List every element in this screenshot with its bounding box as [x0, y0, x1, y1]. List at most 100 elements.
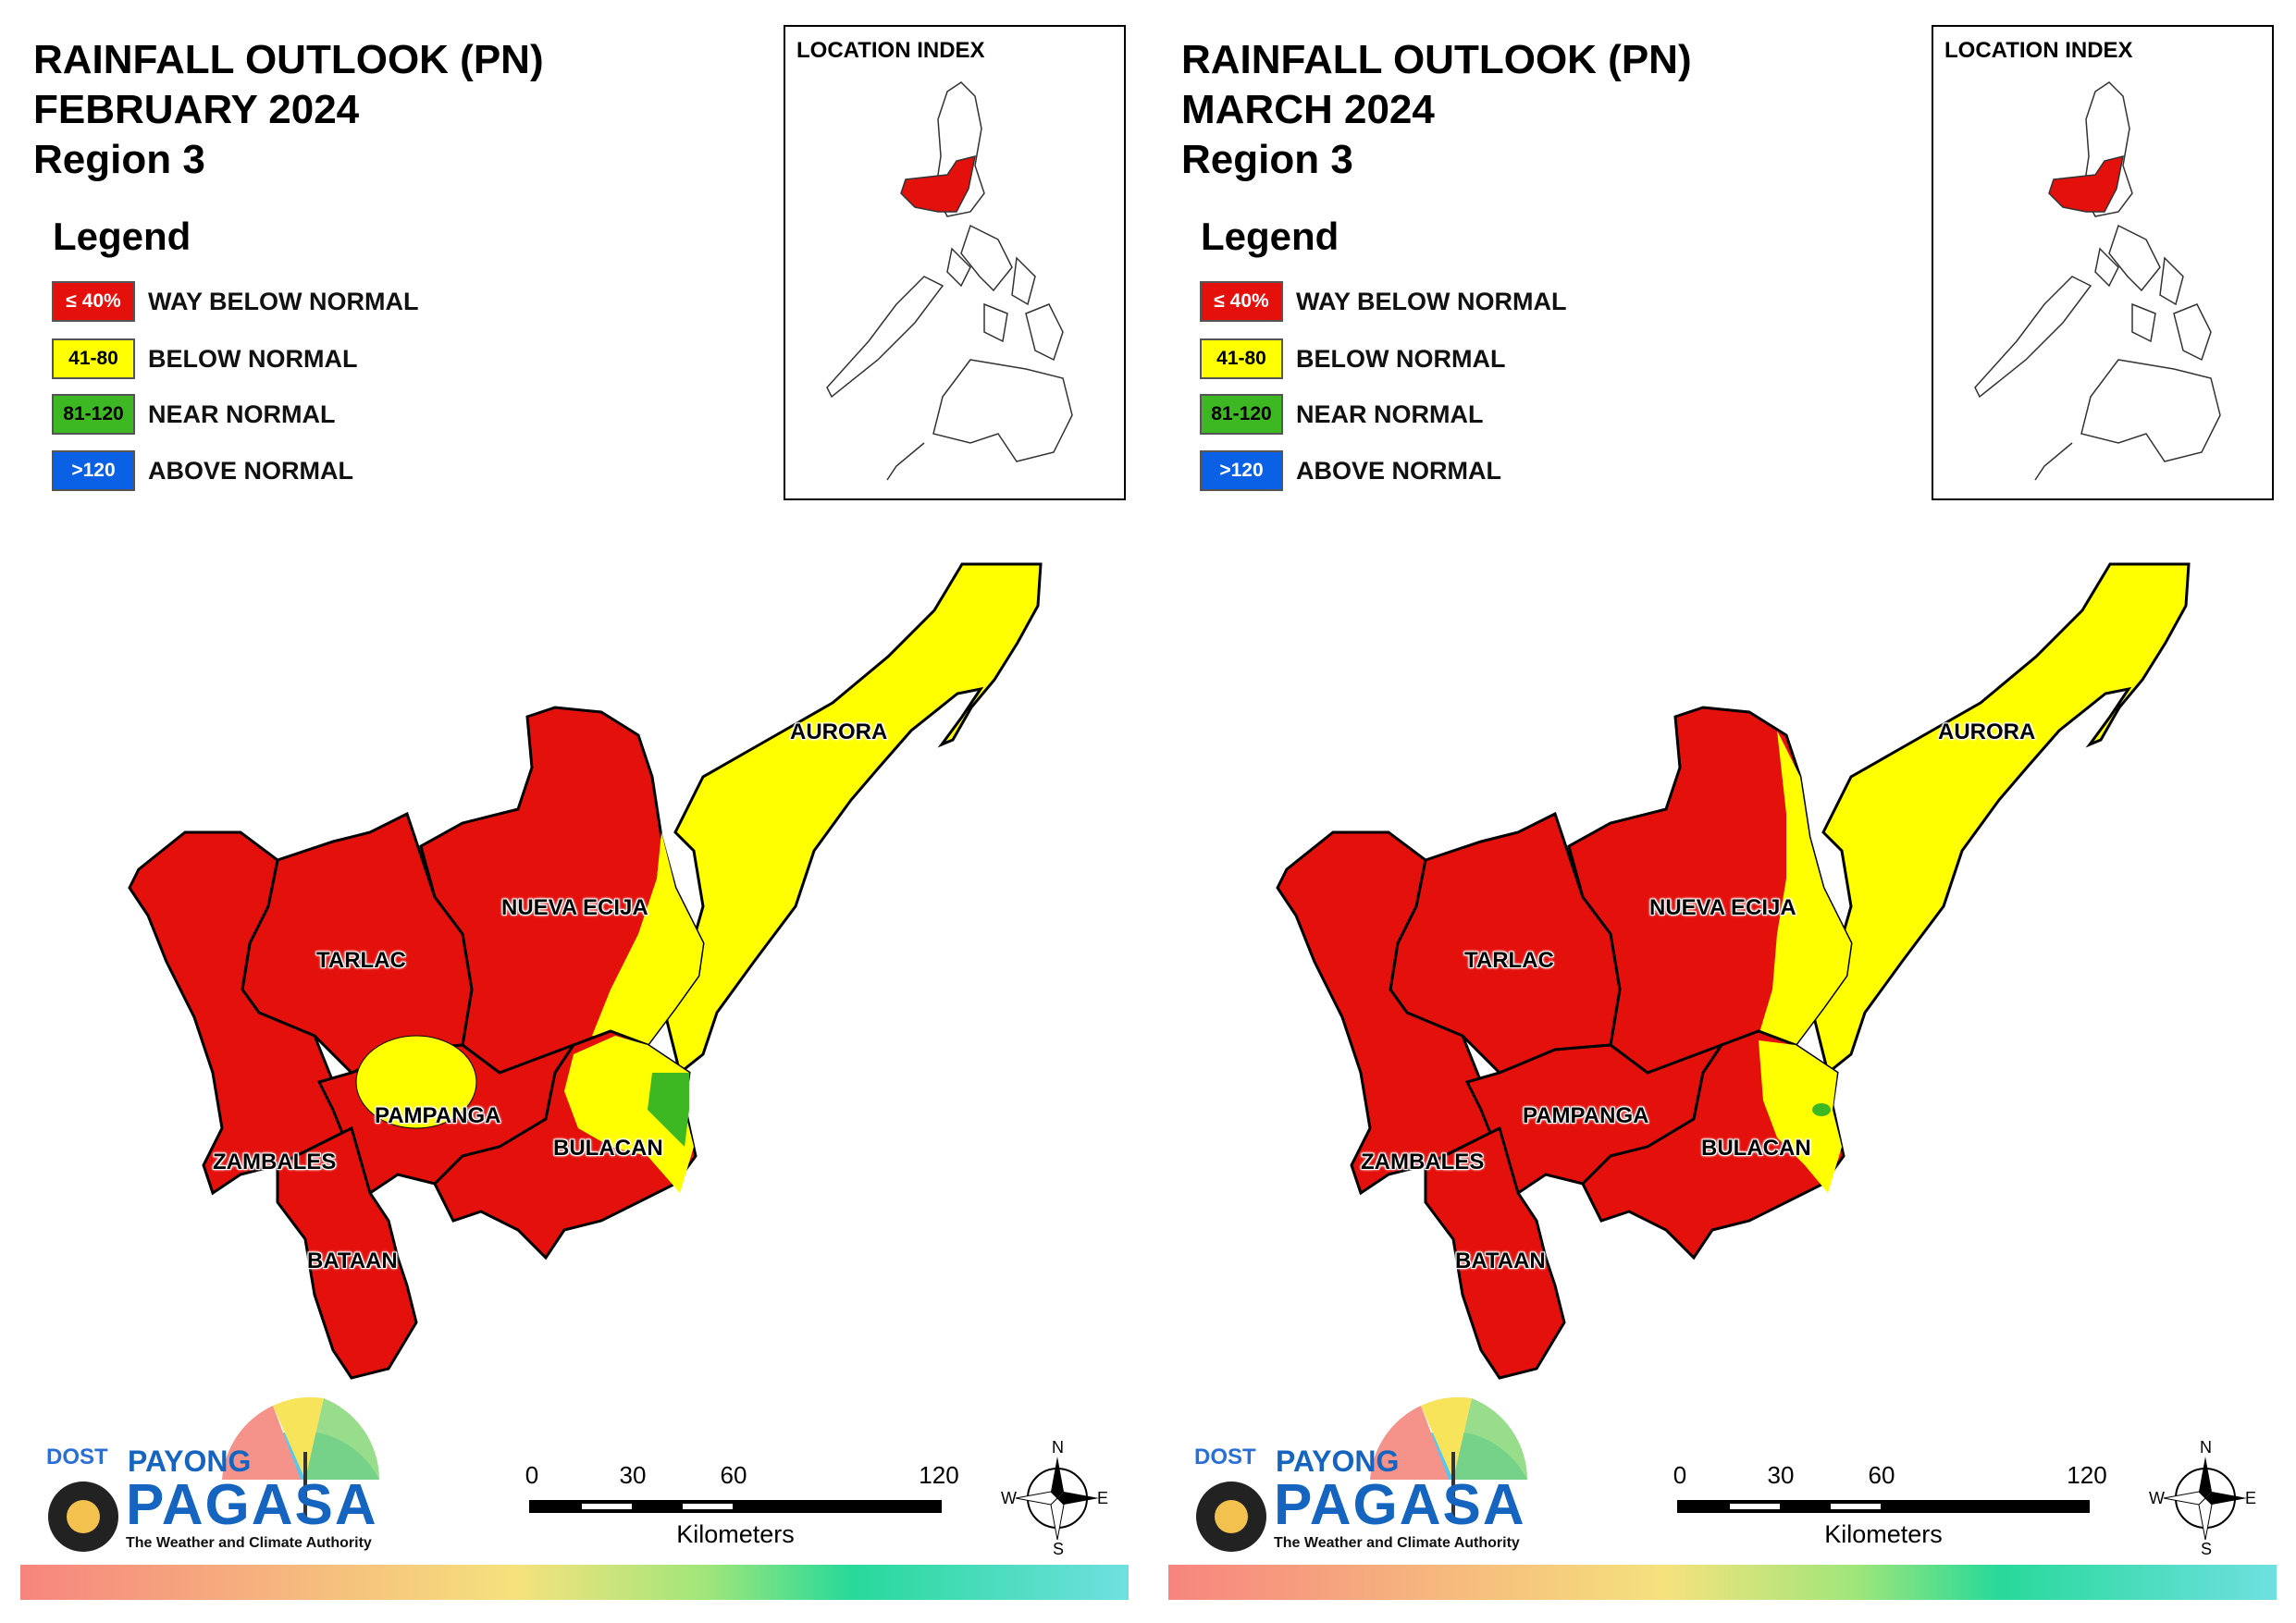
map-title: RAINFALL OUTLOOK (PN) FEBRUARY 2024 Regi…: [33, 35, 544, 185]
title-line-2: MARCH 2024: [1181, 87, 1435, 132]
legend-label: BELOW NORMAL: [148, 344, 358, 373]
compass-n: N: [2200, 1438, 2212, 1457]
label-nueva-ecija: NUEVA ECIJA: [1649, 895, 1796, 920]
province-bataan: [1424, 1125, 1566, 1380]
legend-item-near-normal: 81-120 NEAR NORMAL: [52, 394, 336, 435]
logo-payong: PAYONG: [128, 1445, 252, 1478]
legend-label: NEAR NORMAL: [148, 400, 336, 428]
payong-pagasa-logo: DOST PAYONG PAGASA The Weather and Clima…: [28, 1387, 398, 1572]
legend-item-way-below-normal: ≤ 40% WAY BELOW NORMAL: [1200, 281, 1567, 322]
logo-pagasa: PAGASA: [126, 1473, 378, 1537]
compass-s: S: [2201, 1540, 2213, 1558]
scale-bar: 0 30 60 120 Kilometers: [518, 1461, 981, 1554]
region-3-map: [128, 562, 1043, 1380]
color-gradient-bar: [1168, 1565, 2277, 1600]
nueva-ecija-below-normal-zone: [1759, 731, 1851, 1045]
label-pampanga: PAMPANGA: [1523, 1103, 1649, 1128]
scale-tick-0: 0: [525, 1461, 539, 1489]
title-line-1: RAINFALL OUTLOOK (PN): [1181, 37, 1692, 82]
payong-pagasa-logo: DOST PAYONG PAGASA The Weather and Clima…: [1176, 1387, 1546, 1572]
compass-n: N: [1052, 1438, 1064, 1457]
scale-unit: Kilometers: [1824, 1520, 1943, 1548]
compass-rose-icon: N S E W: [1001, 1438, 1109, 1558]
compass-e: E: [2245, 1489, 2257, 1507]
province-bataan: [276, 1125, 418, 1380]
label-aurora: AURORA: [1938, 719, 2036, 744]
province-aurora: [1812, 562, 2191, 1076]
label-zambales: ZAMBALES: [1361, 1150, 1485, 1174]
inset-title: LOCATION INDEX: [1944, 38, 2133, 63]
scale-tick-120: 120: [2067, 1461, 2107, 1489]
bulacan-below-normal-zone: [1759, 1040, 1842, 1193]
title-line-3: Region 3: [33, 137, 205, 182]
logo-payong: PAYONG: [1276, 1445, 1400, 1478]
title-line-1: RAINFALL OUTLOOK (PN): [33, 37, 544, 82]
scale-tick-60: 60: [720, 1461, 747, 1489]
legend-swatch: ≤ 40%: [1200, 281, 1283, 322]
compass-star-icon: [1015, 1457, 1099, 1541]
province-aurora: [664, 562, 1043, 1076]
legend-item-below-normal: 41-80 BELOW NORMAL: [1200, 338, 1505, 379]
compass-w: W: [2149, 1489, 2165, 1507]
pampanga-below-normal-zone: [355, 1035, 477, 1129]
scale-tick-30: 30: [619, 1461, 647, 1489]
label-bataan: BATAAN: [307, 1248, 398, 1273]
legend-swatch: ≤ 40%: [52, 281, 135, 322]
label-bulacan: BULACAN: [553, 1136, 663, 1161]
logo-tagline: The Weather and Climate Authority: [1274, 1535, 1520, 1551]
legend-title: Legend: [53, 215, 191, 258]
legend-swatch: 81-120: [52, 394, 135, 435]
legend-item-near-normal: 81-120 NEAR NORMAL: [1200, 394, 1484, 435]
label-pampanga: PAMPANGA: [375, 1103, 501, 1128]
map-title: RAINFALL OUTLOOK (PN) MARCH 2024 Region …: [1181, 35, 1692, 185]
label-bataan: BATAAN: [1455, 1248, 1546, 1273]
bulacan-near-normal-zone: [648, 1073, 689, 1147]
scale-bar-graphic: [529, 1500, 942, 1513]
color-gradient-bar: [20, 1565, 1129, 1600]
label-bulacan: BULACAN: [1701, 1136, 1811, 1161]
scale-tick-30: 30: [1767, 1461, 1795, 1489]
label-aurora: AURORA: [790, 719, 888, 744]
compass-e: E: [1097, 1489, 1109, 1507]
logo-pagasa: PAGASA: [1274, 1473, 1526, 1537]
umbrella-icon: [1196, 1396, 1527, 1552]
legend-swatch: 81-120: [1200, 394, 1283, 435]
legend-label: NEAR NORMAL: [1296, 400, 1484, 428]
location-index-inset: LOCATION INDEX: [784, 25, 1126, 500]
logo-tagline: The Weather and Climate Authority: [126, 1535, 372, 1551]
compass-s: S: [1053, 1540, 1065, 1558]
title-line-3: Region 3: [1181, 137, 1353, 182]
compass-w: W: [1001, 1489, 1017, 1507]
legend-item-below-normal: 41-80 BELOW NORMAL: [52, 338, 357, 379]
location-index-inset: LOCATION INDEX: [1932, 25, 2274, 500]
legend-label: WAY BELOW NORMAL: [1296, 287, 1567, 315]
logo-dost: DOST: [1194, 1445, 1256, 1469]
scale-tick-120: 120: [919, 1461, 959, 1489]
legend-item-above-normal: >120 ABOVE NORMAL: [52, 450, 353, 491]
legend-swatch: 41-80: [1200, 338, 1283, 379]
compass-star-icon: [2163, 1457, 2247, 1541]
legend-title: Legend: [1201, 215, 1339, 258]
scale-tick-0: 0: [1673, 1461, 1687, 1489]
label-tarlac: TARLAC: [316, 948, 406, 973]
legend-swatch: >120: [52, 450, 135, 491]
logo-dost: DOST: [46, 1445, 108, 1469]
panel-march: RAINFALL OUTLOOK (PN) MARCH 2024 Region …: [1148, 0, 2296, 1623]
legend-label: ABOVE NORMAL: [1296, 456, 1501, 485]
scale-unit: Kilometers: [676, 1520, 795, 1548]
bulacan-near-normal-zone: [1812, 1103, 1831, 1116]
legend-item-above-normal: >120 ABOVE NORMAL: [1200, 450, 1501, 491]
legend-label: ABOVE NORMAL: [148, 456, 353, 485]
legend-swatch: 41-80: [52, 338, 135, 379]
region-3-highlight: [900, 154, 976, 213]
scale-bar-graphic: [1677, 1500, 2090, 1513]
legend-swatch: >120: [1200, 450, 1283, 491]
title-line-2: FEBRUARY 2024: [33, 87, 360, 132]
label-tarlac: TARLAC: [1464, 948, 1554, 973]
legend-label: BELOW NORMAL: [1296, 344, 1506, 373]
inset-title: LOCATION INDEX: [796, 38, 985, 63]
panel-february: RAINFALL OUTLOOK (PN) FEBRUARY 2024 Regi…: [20, 25, 1129, 1600]
philippines-outline-map: [826, 81, 1073, 481]
label-zambales: ZAMBALES: [213, 1150, 337, 1174]
scale-bar: 0 30 60 120 Kilometers: [1666, 1461, 2129, 1554]
